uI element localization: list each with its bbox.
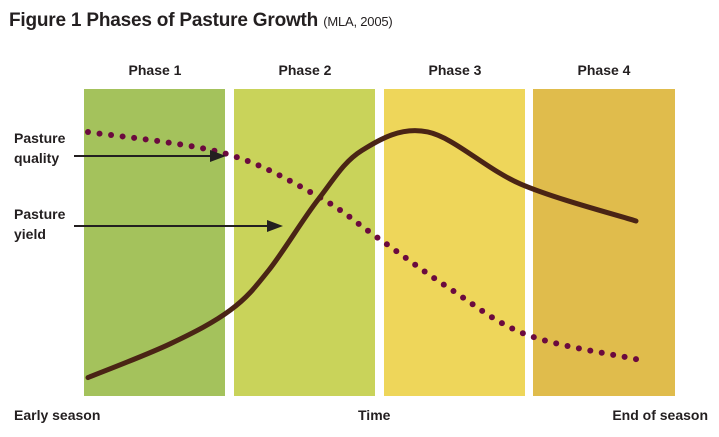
- quality-dot: [154, 137, 161, 144]
- phase-4-label: Phase 4: [577, 62, 631, 78]
- label-line: quality: [14, 150, 60, 166]
- quality-dot: [393, 248, 400, 255]
- quality-dot: [488, 314, 495, 321]
- quality-dots: [85, 128, 639, 363]
- arrowhead-icon: [267, 220, 283, 232]
- phase-2-band: [234, 89, 375, 396]
- quality-dot: [276, 172, 283, 179]
- yield-line: [85, 128, 639, 381]
- quality-dot: [402, 254, 409, 261]
- quality-dot: [598, 349, 605, 356]
- quality-dot: [307, 188, 314, 195]
- quality-dot: [587, 347, 594, 354]
- pasture-quality-label: Pasture quality: [14, 128, 65, 168]
- x-axis-title: Time: [358, 407, 391, 423]
- quality-dot: [479, 307, 486, 314]
- quality-dot: [610, 351, 617, 358]
- quality-dot: [575, 345, 582, 352]
- x-end-label: End of season: [612, 407, 708, 423]
- quality-dot: [633, 356, 639, 363]
- quality-dot: [450, 288, 457, 295]
- quality-dot: [374, 234, 381, 241]
- quality-dot: [355, 220, 362, 227]
- quality-dot: [119, 133, 126, 140]
- quality-dot: [553, 340, 560, 347]
- quality-dot: [498, 320, 505, 327]
- pasture-yield-label: Pasture yield: [14, 204, 65, 244]
- quality-dot: [108, 132, 115, 139]
- quality-dot: [266, 167, 273, 174]
- quality-dot: [255, 162, 262, 169]
- quality-dot: [177, 141, 184, 148]
- quality-dot: [142, 136, 149, 143]
- quality-dot: [509, 325, 516, 332]
- phase-1-label: Phase 1: [128, 62, 182, 78]
- quality-dot: [337, 206, 344, 213]
- arrowhead-icon: [210, 150, 226, 162]
- quality-dot: [541, 337, 548, 344]
- quality-dot: [519, 330, 526, 337]
- quality-dot: [421, 268, 428, 275]
- citation: (MLA, 2005): [323, 14, 393, 29]
- phase-2-label: Phase 2: [278, 62, 332, 78]
- quality-dot: [621, 353, 628, 360]
- quality-dot: [165, 139, 172, 146]
- quality-arrow: [74, 150, 226, 162]
- phase-3-band: [384, 89, 525, 396]
- x-start-label: Early season: [14, 407, 101, 423]
- quality-dot: [469, 301, 476, 308]
- quality-dot: [346, 213, 353, 220]
- quality-dot: [233, 154, 240, 161]
- quality-dot: [222, 150, 229, 157]
- label-line: Pasture: [14, 130, 66, 146]
- quality-dot: [327, 200, 334, 207]
- title-text: Figure 1 Phases of Pasture Growth: [9, 10, 319, 31]
- quality-dot: [200, 145, 207, 152]
- label-line: yield: [14, 226, 46, 242]
- quality-dot: [297, 183, 304, 190]
- quality-dot: [244, 158, 251, 165]
- quality-dot: [188, 143, 195, 150]
- phase-3-label: Phase 3: [428, 62, 482, 78]
- quality-dot: [431, 275, 438, 282]
- quality-dot: [530, 334, 537, 341]
- figure-title: Figure 1 Phases of Pasture Growth (MLA, …: [9, 10, 393, 32]
- quality-dot: [364, 227, 371, 234]
- quality-dot: [383, 241, 390, 248]
- quality-dot: [131, 134, 138, 141]
- quality-dot: [286, 177, 293, 184]
- quality-dot: [85, 128, 91, 135]
- quality-dot: [564, 342, 571, 349]
- label-line: Pasture: [14, 206, 66, 222]
- quality-dot: [96, 130, 103, 137]
- quality-dot: [460, 294, 467, 301]
- yield-arrow: [74, 220, 283, 232]
- quality-dot: [440, 281, 447, 288]
- phase-4-band: [533, 89, 675, 396]
- quality-dot: [412, 261, 419, 268]
